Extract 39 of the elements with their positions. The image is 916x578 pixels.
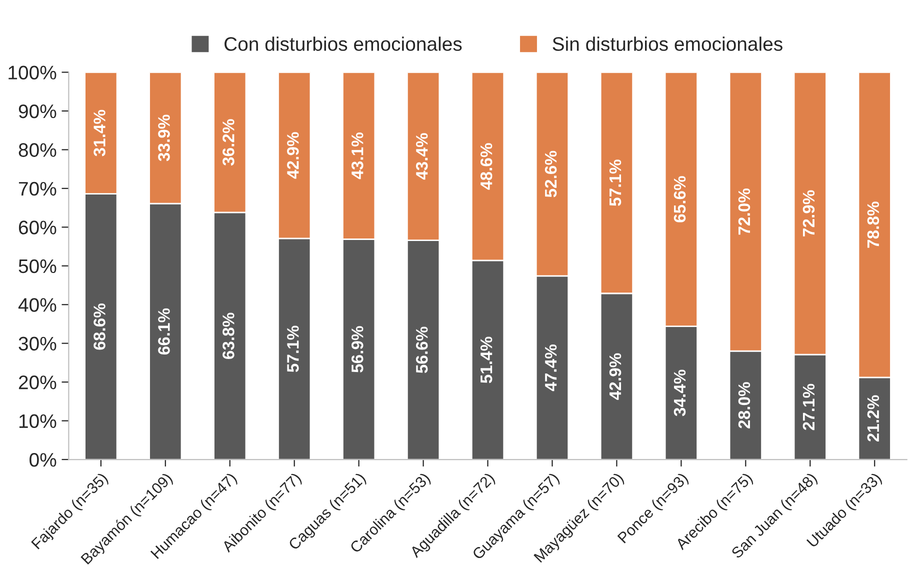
y-tick-label: 60% — [18, 220, 56, 234]
data-label: 63.8% — [222, 312, 234, 359]
data-label: 68.6% — [94, 303, 106, 350]
legend-label: Sin disturbios emocionales — [552, 36, 782, 51]
y-tick-label: 50% — [18, 259, 56, 274]
data-label: 36.2% — [222, 119, 234, 166]
data-label: 28.0% — [738, 382, 750, 428]
data-label: 72.9% — [802, 190, 815, 236]
data-label: 42.9% — [287, 132, 299, 179]
data-label: 21.2% — [867, 395, 880, 442]
data-label: 47.4% — [544, 344, 557, 392]
y-tick-label: 20% — [18, 376, 56, 390]
data-label: 27.1% — [802, 384, 815, 430]
data-label: 48.6% — [480, 143, 492, 190]
y-tick-label: 80% — [18, 143, 56, 157]
data-label: 43.4% — [416, 133, 428, 180]
data-label: 34.4% — [674, 370, 686, 416]
data-label: 78.8% — [867, 202, 880, 248]
data-label: 65.6% — [674, 176, 686, 222]
data-label: 72.0% — [738, 188, 750, 235]
data-label: 52.6% — [544, 150, 557, 198]
y-tick-label: 70% — [18, 182, 56, 196]
y-tick-label: 10% — [19, 414, 56, 428]
data-label: 43.1% — [351, 132, 364, 180]
data-label: 57.1% — [287, 326, 299, 372]
y-tick-label: 30% — [18, 336, 56, 351]
legend-label: Con disturbios emocionales — [224, 36, 462, 51]
data-label: 56.9% — [351, 326, 364, 372]
y-tick-label: 100% — [8, 66, 56, 80]
data-label: 33.9% — [158, 114, 170, 162]
data-label: 66.1% — [158, 308, 170, 355]
data-label: 31.4% — [94, 110, 106, 156]
y-tick-label: 0% — [30, 452, 56, 467]
data-label: 57.1% — [609, 160, 622, 206]
y-tick-label: 90% — [18, 104, 56, 118]
y-tick-label: 40% — [18, 298, 56, 312]
data-label: 51.4% — [480, 336, 492, 384]
data-label: 56.6% — [416, 326, 428, 374]
data-label: 42.9% — [609, 353, 622, 400]
